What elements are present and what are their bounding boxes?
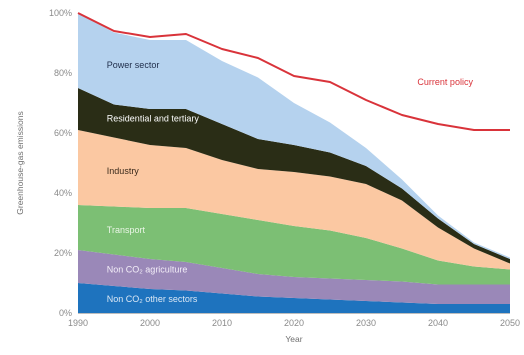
series-labels: Non CO₂ other sectors Non CO₂ agriculture… [107, 60, 200, 304]
series-label-industry: Industry [107, 166, 140, 176]
y-tick-label: 80% [54, 68, 72, 78]
x-tick-label: 2000 [140, 318, 160, 328]
area-power-sector [78, 13, 510, 259]
current-policy-line [77, 12, 510, 131]
y-tick-label: 60% [54, 128, 72, 138]
x-tick-label: 2040 [428, 318, 448, 328]
y-tick-label: 0% [59, 308, 72, 318]
y-tick-label: 100% [49, 8, 72, 18]
area-series-group [78, 13, 510, 313]
area-industry [78, 130, 510, 270]
x-tick-label: 2050 [500, 318, 520, 328]
series-label-non-co-agriculture: Non CO₂ agriculture [107, 265, 188, 275]
x-tick-labels: 1990 2000 2010 2020 2030 2040 2050 [68, 318, 520, 328]
y-tick-labels: 0% 20% 40% 60% 80% 100% [49, 8, 72, 318]
y-axis-title: Greenhouse-gas emissions [15, 111, 25, 214]
x-axis-title: Year [285, 334, 302, 344]
area-residential-and-tertiary [78, 88, 510, 264]
x-tick-label: 2010 [212, 318, 232, 328]
series-label-power-sector: Power sector [107, 60, 160, 70]
series-label-residential-and-tertiary: Residential and tertiary [107, 114, 200, 124]
area-transport [78, 205, 510, 285]
x-tick-label: 2030 [356, 318, 376, 328]
series-label-transport: Transport [107, 225, 146, 235]
y-tick-label: 40% [54, 188, 72, 198]
x-tick-label: 2020 [284, 318, 304, 328]
x-tick-label: 1990 [68, 318, 88, 328]
policy-line-group: Current policy [77, 12, 510, 131]
y-tick-label: 20% [54, 248, 72, 258]
current-policy-label: Current policy [417, 77, 473, 87]
series-label-non-co-other-sectors: Non CO₂ other sectors [107, 294, 198, 304]
